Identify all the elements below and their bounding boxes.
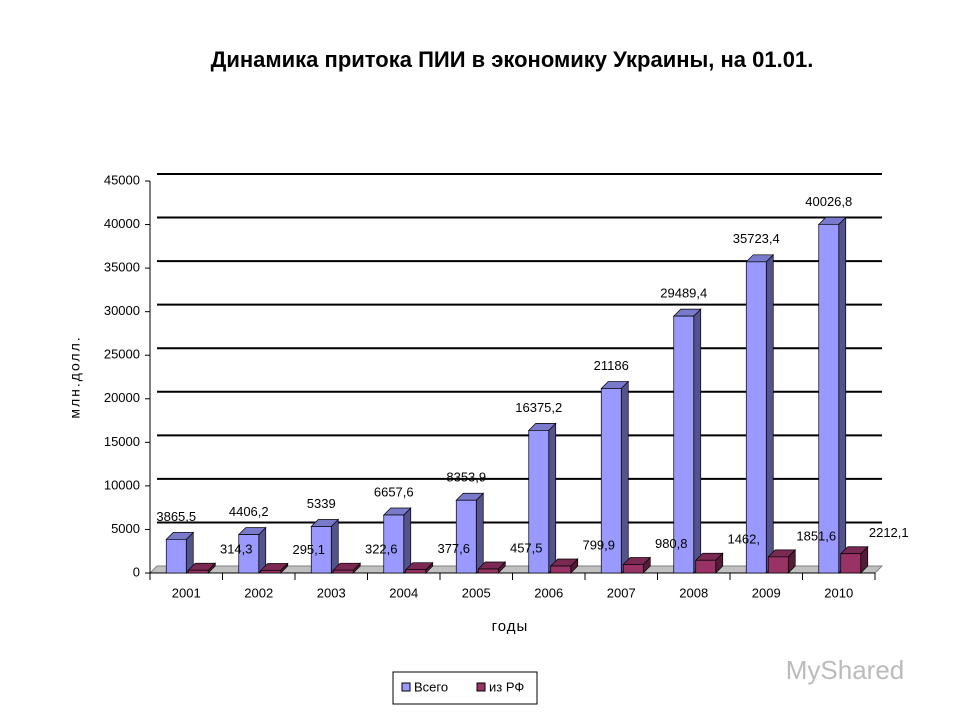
bar-side [838, 216, 847, 574]
y-axis-label: млн.долл. [67, 335, 83, 418]
value-label: 40026,8 [805, 194, 852, 209]
value-label: 16375,2 [515, 400, 562, 415]
y-tick-label: 15000 [104, 434, 140, 449]
x-tick-label: 2010 [824, 585, 853, 600]
x-axis-label: годы [492, 618, 529, 635]
y-tick-label: 30000 [104, 303, 140, 318]
value-label: 4406,2 [229, 504, 269, 519]
value-label: 1851,6 [796, 528, 836, 543]
bar [840, 553, 862, 574]
value-label: 8353,9 [446, 470, 486, 485]
bar [745, 261, 767, 574]
bar [622, 564, 644, 574]
legend-label: из РФ [489, 679, 524, 694]
bar [405, 569, 427, 574]
bar [332, 569, 354, 574]
x-tick-label: 2002 [244, 585, 273, 600]
bar [238, 534, 260, 574]
value-label: 5339 [307, 496, 336, 511]
y-tick-label: 20000 [104, 390, 140, 405]
value-label: 3865,5 [156, 509, 196, 524]
value-label: 29489,4 [660, 286, 707, 301]
bar [260, 570, 282, 574]
bar-side [693, 308, 702, 574]
x-tick-label: 2007 [607, 585, 636, 600]
x-tick-label: 2008 [679, 585, 708, 600]
bar [695, 559, 717, 574]
x-tick-label: 2005 [462, 585, 491, 600]
chart-title: Динамика притока ПИИ в экономику Украины… [211, 47, 814, 72]
bar-side [475, 492, 484, 574]
bar [818, 223, 840, 574]
legend-swatch [476, 682, 486, 692]
y-tick-label: 35000 [104, 260, 140, 275]
value-label: 980,8 [655, 536, 688, 551]
value-label: 322,6 [365, 542, 398, 557]
bar [600, 388, 622, 574]
value-label: 314,3 [220, 542, 253, 557]
bar-side [620, 380, 629, 574]
y-tick-label: 0 [133, 564, 140, 579]
bar [165, 538, 187, 574]
y-tick-label: 45000 [104, 172, 140, 187]
bar [455, 499, 477, 574]
bar [310, 526, 332, 574]
bar [528, 430, 550, 574]
value-label: 799,9 [582, 537, 615, 552]
watermark: MyShared [786, 655, 905, 685]
x-tick-label: 2009 [752, 585, 781, 600]
bar [550, 565, 572, 574]
value-label: 457,5 [510, 540, 543, 555]
value-label: 377,6 [437, 541, 470, 556]
bar-side [330, 518, 339, 574]
x-tick-label: 2001 [172, 585, 201, 600]
bar [477, 568, 499, 574]
value-label: 35723,4 [733, 231, 780, 246]
bar-side [765, 253, 774, 574]
bar [673, 315, 695, 574]
y-tick-label: 10000 [104, 477, 140, 492]
value-label: 1462, [727, 532, 760, 547]
bar-side [548, 422, 557, 574]
y-tick-label: 5000 [111, 521, 140, 536]
x-tick-label: 2003 [317, 585, 346, 600]
value-label: 295,1 [292, 542, 325, 557]
value-label: 2212,1 [869, 525, 909, 540]
y-tick-label: 40000 [104, 216, 140, 231]
legend-swatch [401, 682, 411, 692]
bar-side [403, 507, 412, 574]
bar [767, 556, 789, 574]
bar [187, 569, 209, 574]
legend-box [392, 671, 538, 705]
value-label: 6657,6 [374, 484, 414, 499]
bar [383, 514, 405, 574]
y-tick-label: 25000 [104, 347, 140, 362]
x-tick-label: 2004 [389, 585, 418, 600]
value-label: 21186 [594, 358, 629, 373]
x-tick-label: 2006 [534, 585, 563, 600]
legend-label: Всего [414, 679, 448, 694]
